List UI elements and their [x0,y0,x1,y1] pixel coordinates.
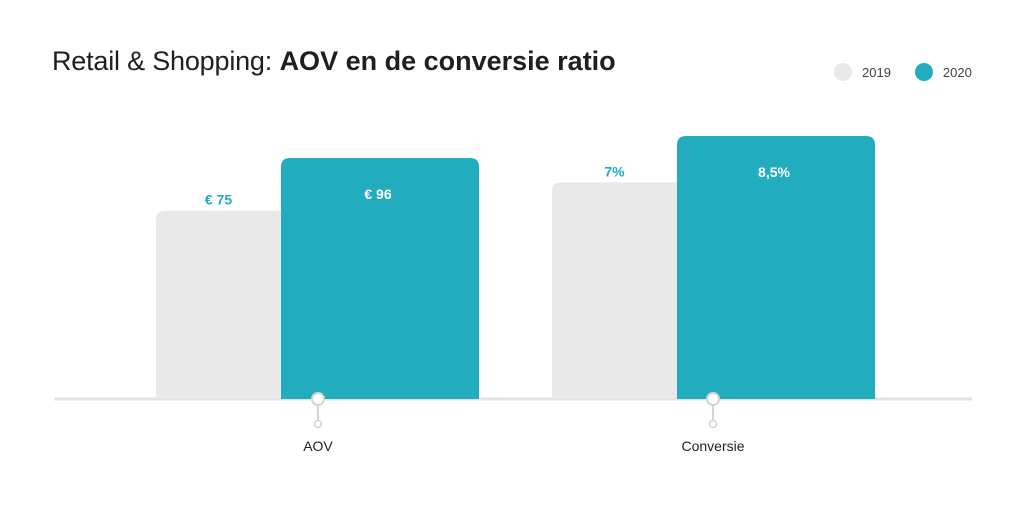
legend-item-2019: 2019 [834,63,891,81]
bar-2020-conversie [677,136,875,399]
bar-2020-aov [281,158,479,399]
value-label-2019-conversie: 7% [604,163,625,179]
category-label-aov: AOV [303,438,333,454]
chart-title: Retail & Shopping: AOV en de conversie r… [52,46,616,77]
category-label-conversie: Conversie [681,438,744,454]
title-main: AOV en de conversie ratio [279,46,616,76]
legend-swatch-2019 [834,63,852,81]
legend-label-2020: 2020 [942,64,972,80]
value-label-2020-conversie: 8,5% [758,164,790,180]
tick-end-aov [313,419,323,429]
tick-marker-conversie [706,392,720,406]
tick-marker-aov [311,392,325,406]
legend-item-2020: 2020 [914,63,972,81]
title-prefix: Retail & Shopping: [52,46,273,76]
tick-end-conversie [708,419,718,429]
value-label-2019-aov: € 75 [205,192,232,208]
legend-label-2019: 2019 [862,64,891,80]
legend-swatch-2020 [914,63,933,81]
value-label-2020-aov: € 96 [364,186,391,202]
legend: 2019 2020 [834,63,972,81]
